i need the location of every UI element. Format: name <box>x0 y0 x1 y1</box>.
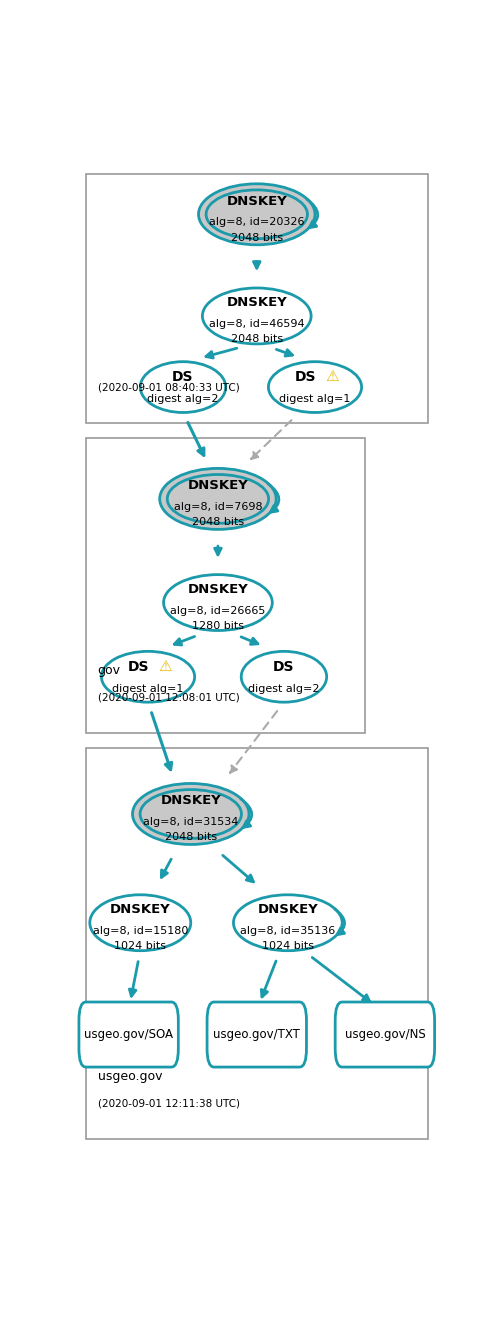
FancyBboxPatch shape <box>86 748 427 1139</box>
Text: 1024 bits: 1024 bits <box>114 941 166 952</box>
Text: (2020-09-01 08:40:33 UTC): (2020-09-01 08:40:33 UTC) <box>98 383 239 392</box>
FancyArrowPatch shape <box>262 961 276 997</box>
Ellipse shape <box>90 895 191 950</box>
Text: 2048 bits: 2048 bits <box>230 232 283 243</box>
Ellipse shape <box>269 362 362 413</box>
Text: usgeo.gov: usgeo.gov <box>98 1071 162 1084</box>
Ellipse shape <box>198 183 315 244</box>
FancyBboxPatch shape <box>335 1002 434 1067</box>
FancyArrowPatch shape <box>251 420 292 459</box>
Text: ⚠: ⚠ <box>159 659 172 675</box>
Text: usgeo.gov/NS: usgeo.gov/NS <box>345 1028 425 1041</box>
FancyArrowPatch shape <box>241 799 252 828</box>
Text: digest alg=2: digest alg=2 <box>248 684 320 694</box>
FancyArrowPatch shape <box>174 636 194 645</box>
Text: DNSKEY: DNSKEY <box>226 194 287 207</box>
Text: (2020-09-01 12:11:38 UTC): (2020-09-01 12:11:38 UTC) <box>98 1098 239 1109</box>
FancyArrowPatch shape <box>129 961 138 997</box>
Text: DNSKEY: DNSKEY <box>187 479 248 492</box>
Text: alg=8, id=35136: alg=8, id=35136 <box>240 925 336 936</box>
FancyArrowPatch shape <box>214 546 221 554</box>
Text: DS: DS <box>295 370 316 384</box>
Text: 1280 bits: 1280 bits <box>192 620 244 631</box>
Text: DS: DS <box>172 370 194 384</box>
FancyArrowPatch shape <box>223 855 254 882</box>
FancyArrowPatch shape <box>335 909 345 935</box>
Text: 2048 bits: 2048 bits <box>165 833 217 842</box>
FancyBboxPatch shape <box>86 174 427 422</box>
Text: DNSKEY: DNSKEY <box>187 583 248 595</box>
FancyBboxPatch shape <box>79 1002 178 1067</box>
FancyArrowPatch shape <box>188 422 204 455</box>
Text: alg=8, id=46594: alg=8, id=46594 <box>209 319 305 329</box>
Text: alg=8, id=7698: alg=8, id=7698 <box>174 502 262 512</box>
FancyArrowPatch shape <box>152 713 172 770</box>
Text: (2020-09-01 12:08:01 UTC): (2020-09-01 12:08:01 UTC) <box>98 692 239 702</box>
Ellipse shape <box>241 651 327 702</box>
Text: alg=8, id=20326: alg=8, id=20326 <box>209 218 305 227</box>
FancyBboxPatch shape <box>86 438 366 733</box>
Ellipse shape <box>163 574 273 631</box>
FancyArrowPatch shape <box>268 483 279 512</box>
FancyArrowPatch shape <box>307 199 318 227</box>
Text: 1024 bits: 1024 bits <box>262 941 314 952</box>
Text: digest alg=1: digest alg=1 <box>112 684 184 694</box>
Text: usgeo.gov/TXT: usgeo.gov/TXT <box>213 1028 300 1041</box>
Text: digest alg=1: digest alg=1 <box>280 395 351 404</box>
Text: usgeo.gov/SOA: usgeo.gov/SOA <box>84 1028 173 1041</box>
FancyArrowPatch shape <box>312 957 370 1002</box>
Text: 2048 bits: 2048 bits <box>192 517 244 527</box>
Text: 2048 bits: 2048 bits <box>230 334 283 345</box>
FancyArrowPatch shape <box>241 636 258 644</box>
Text: DNSKEY: DNSKEY <box>110 903 171 916</box>
Ellipse shape <box>101 651 194 702</box>
Text: alg=8, id=26665: alg=8, id=26665 <box>170 606 266 615</box>
Ellipse shape <box>202 288 311 345</box>
Text: DNSKEY: DNSKEY <box>160 795 221 808</box>
FancyArrowPatch shape <box>206 348 237 358</box>
Ellipse shape <box>160 469 276 529</box>
Ellipse shape <box>233 895 342 950</box>
Text: alg=8, id=15180: alg=8, id=15180 <box>93 925 188 936</box>
Ellipse shape <box>140 362 225 413</box>
Text: DS: DS <box>128 660 149 673</box>
Text: ⚠: ⚠ <box>326 370 339 384</box>
FancyArrowPatch shape <box>161 859 171 878</box>
Text: digest alg=2: digest alg=2 <box>147 395 219 404</box>
FancyArrowPatch shape <box>277 350 293 356</box>
Text: DS: DS <box>273 660 295 673</box>
Text: DNSKEY: DNSKEY <box>258 903 318 916</box>
Text: gov: gov <box>98 664 121 677</box>
FancyBboxPatch shape <box>207 1002 307 1067</box>
Text: DNSKEY: DNSKEY <box>226 296 287 309</box>
FancyArrowPatch shape <box>254 261 260 268</box>
Ellipse shape <box>132 784 249 845</box>
FancyArrowPatch shape <box>230 711 277 772</box>
Text: alg=8, id=31534: alg=8, id=31534 <box>143 817 238 828</box>
